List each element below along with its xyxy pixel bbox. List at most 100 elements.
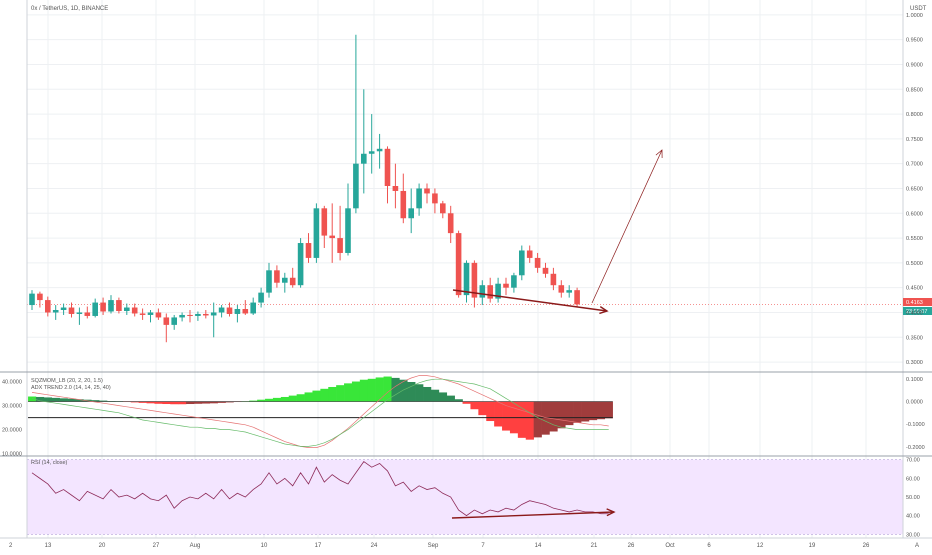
time-axis-tick: Sep xyxy=(428,543,439,549)
adx-line xyxy=(31,378,609,447)
candle-body xyxy=(526,250,533,258)
sqzmom-bar xyxy=(430,389,440,402)
adx-line xyxy=(31,375,609,448)
sqzmom-bar xyxy=(67,398,76,402)
candle-body xyxy=(321,208,328,236)
sqzmom-bar xyxy=(59,398,68,402)
candle-body xyxy=(258,292,264,303)
candle-body xyxy=(463,262,470,296)
candle-body xyxy=(274,270,280,283)
sqzmom-bar xyxy=(99,400,108,402)
candle-body xyxy=(171,317,177,325)
sqzmom-bar xyxy=(209,401,218,404)
auto-scale-button[interactable]: A xyxy=(915,543,919,549)
sqzmom-bar xyxy=(336,385,345,402)
sqzmom-bar xyxy=(217,401,226,403)
sqzmom-axis-tick: 0.0000 xyxy=(906,400,923,406)
candle-body xyxy=(447,213,454,234)
candle-body xyxy=(455,233,462,296)
candle-body xyxy=(297,243,304,286)
sqzmom-bar xyxy=(265,398,274,402)
sqzmom-bar xyxy=(525,401,534,440)
candle-body xyxy=(266,270,272,293)
sqzmom-bar xyxy=(533,401,542,438)
sqzmom-bar xyxy=(407,381,416,402)
sqzmom-bar xyxy=(154,401,163,404)
sqzmom-bar xyxy=(272,397,282,402)
candle-body xyxy=(155,312,162,318)
sqzmom-bar xyxy=(486,401,495,422)
sqzmom-bar xyxy=(75,399,84,402)
rsi-divergence-arrow xyxy=(451,511,615,519)
sqzmom-legend: SQZMOM_LB (20, 2, 20, 1.5) xyxy=(31,378,103,384)
sqzmom-bar xyxy=(391,377,400,402)
candle-body xyxy=(337,238,343,253)
currency-label: USDT xyxy=(910,6,927,12)
sqzmom-bar xyxy=(596,401,606,420)
candle-body xyxy=(424,188,430,194)
toolbar-number[interactable]: 2 xyxy=(9,543,13,549)
candle-body xyxy=(60,307,67,310)
price-axis-tick: 0.5500 xyxy=(906,236,923,242)
candle-body xyxy=(68,307,75,314)
time-axis-tick: 13 xyxy=(45,543,52,549)
sqzmom-bar xyxy=(280,396,290,402)
sqzmom-bar xyxy=(375,377,384,402)
candle-body xyxy=(313,208,320,258)
candle-body xyxy=(353,163,359,209)
price-axis-tick: 0.6500 xyxy=(906,186,923,192)
sqzmom-bar xyxy=(304,392,313,402)
sqzmom-bar xyxy=(257,399,266,402)
time-axis-tick: 6 xyxy=(707,543,711,549)
sqzmom-bar xyxy=(178,401,187,405)
rsi-axis-tick: 70.00 xyxy=(906,458,920,464)
candle-body xyxy=(218,307,225,313)
time-axis-tick: 27 xyxy=(153,543,160,549)
sqzmom-bar xyxy=(517,401,527,438)
sqzmom-bar xyxy=(35,396,45,402)
sqzmom-bar xyxy=(43,397,53,402)
sqzmom-bar xyxy=(138,401,147,403)
candle-body xyxy=(305,243,312,258)
price-axis-tick: 0.8000 xyxy=(906,112,923,118)
sqzmom-bar xyxy=(130,401,139,403)
candle-body xyxy=(368,151,375,154)
time-axis-tick: 20 xyxy=(99,543,106,549)
candle-body xyxy=(519,250,525,276)
sqzmom-bar xyxy=(462,401,471,404)
time-axis-tick: 21 xyxy=(591,543,598,549)
candle-body xyxy=(163,317,170,325)
time-axis-tick: 17 xyxy=(315,543,322,549)
adx-legend: ADX TREND 2.0 (14, 14, 25, 40) xyxy=(31,385,111,391)
sqzmom-bar xyxy=(383,376,392,402)
candle-body xyxy=(416,188,422,209)
candle-body xyxy=(45,300,51,313)
price-axis-tick: 0.4500 xyxy=(906,286,923,292)
candle-body xyxy=(329,235,335,239)
time-axis-tick: 12 xyxy=(757,543,764,549)
rsi-axis-tick: 40.00 xyxy=(906,514,920,520)
sqzmom-bar xyxy=(557,401,566,429)
sqzmom-bar xyxy=(478,401,487,416)
sqzmom-bar xyxy=(344,383,353,402)
candle-body xyxy=(187,314,193,316)
candle-body xyxy=(479,285,486,298)
sqzmom-bar xyxy=(296,394,305,402)
candle-body xyxy=(566,290,572,293)
sqzmom-bar xyxy=(359,379,369,402)
sqzmom-bar xyxy=(604,401,613,419)
current-price-text: 0.4163 xyxy=(906,300,923,306)
price-axis-tick: 0.3000 xyxy=(906,360,923,366)
price-axis-tick: 0.5000 xyxy=(906,261,923,267)
candle-body xyxy=(84,312,91,316)
price-divergence-arrow-head xyxy=(599,306,609,315)
candle-body xyxy=(289,277,296,286)
price-axis-tick: 0.4000 xyxy=(906,310,923,316)
candle-body xyxy=(234,309,241,314)
candle-body xyxy=(408,208,414,219)
candle-body xyxy=(282,277,288,283)
candle-body xyxy=(139,313,146,315)
sqzmom-bar xyxy=(399,379,408,402)
